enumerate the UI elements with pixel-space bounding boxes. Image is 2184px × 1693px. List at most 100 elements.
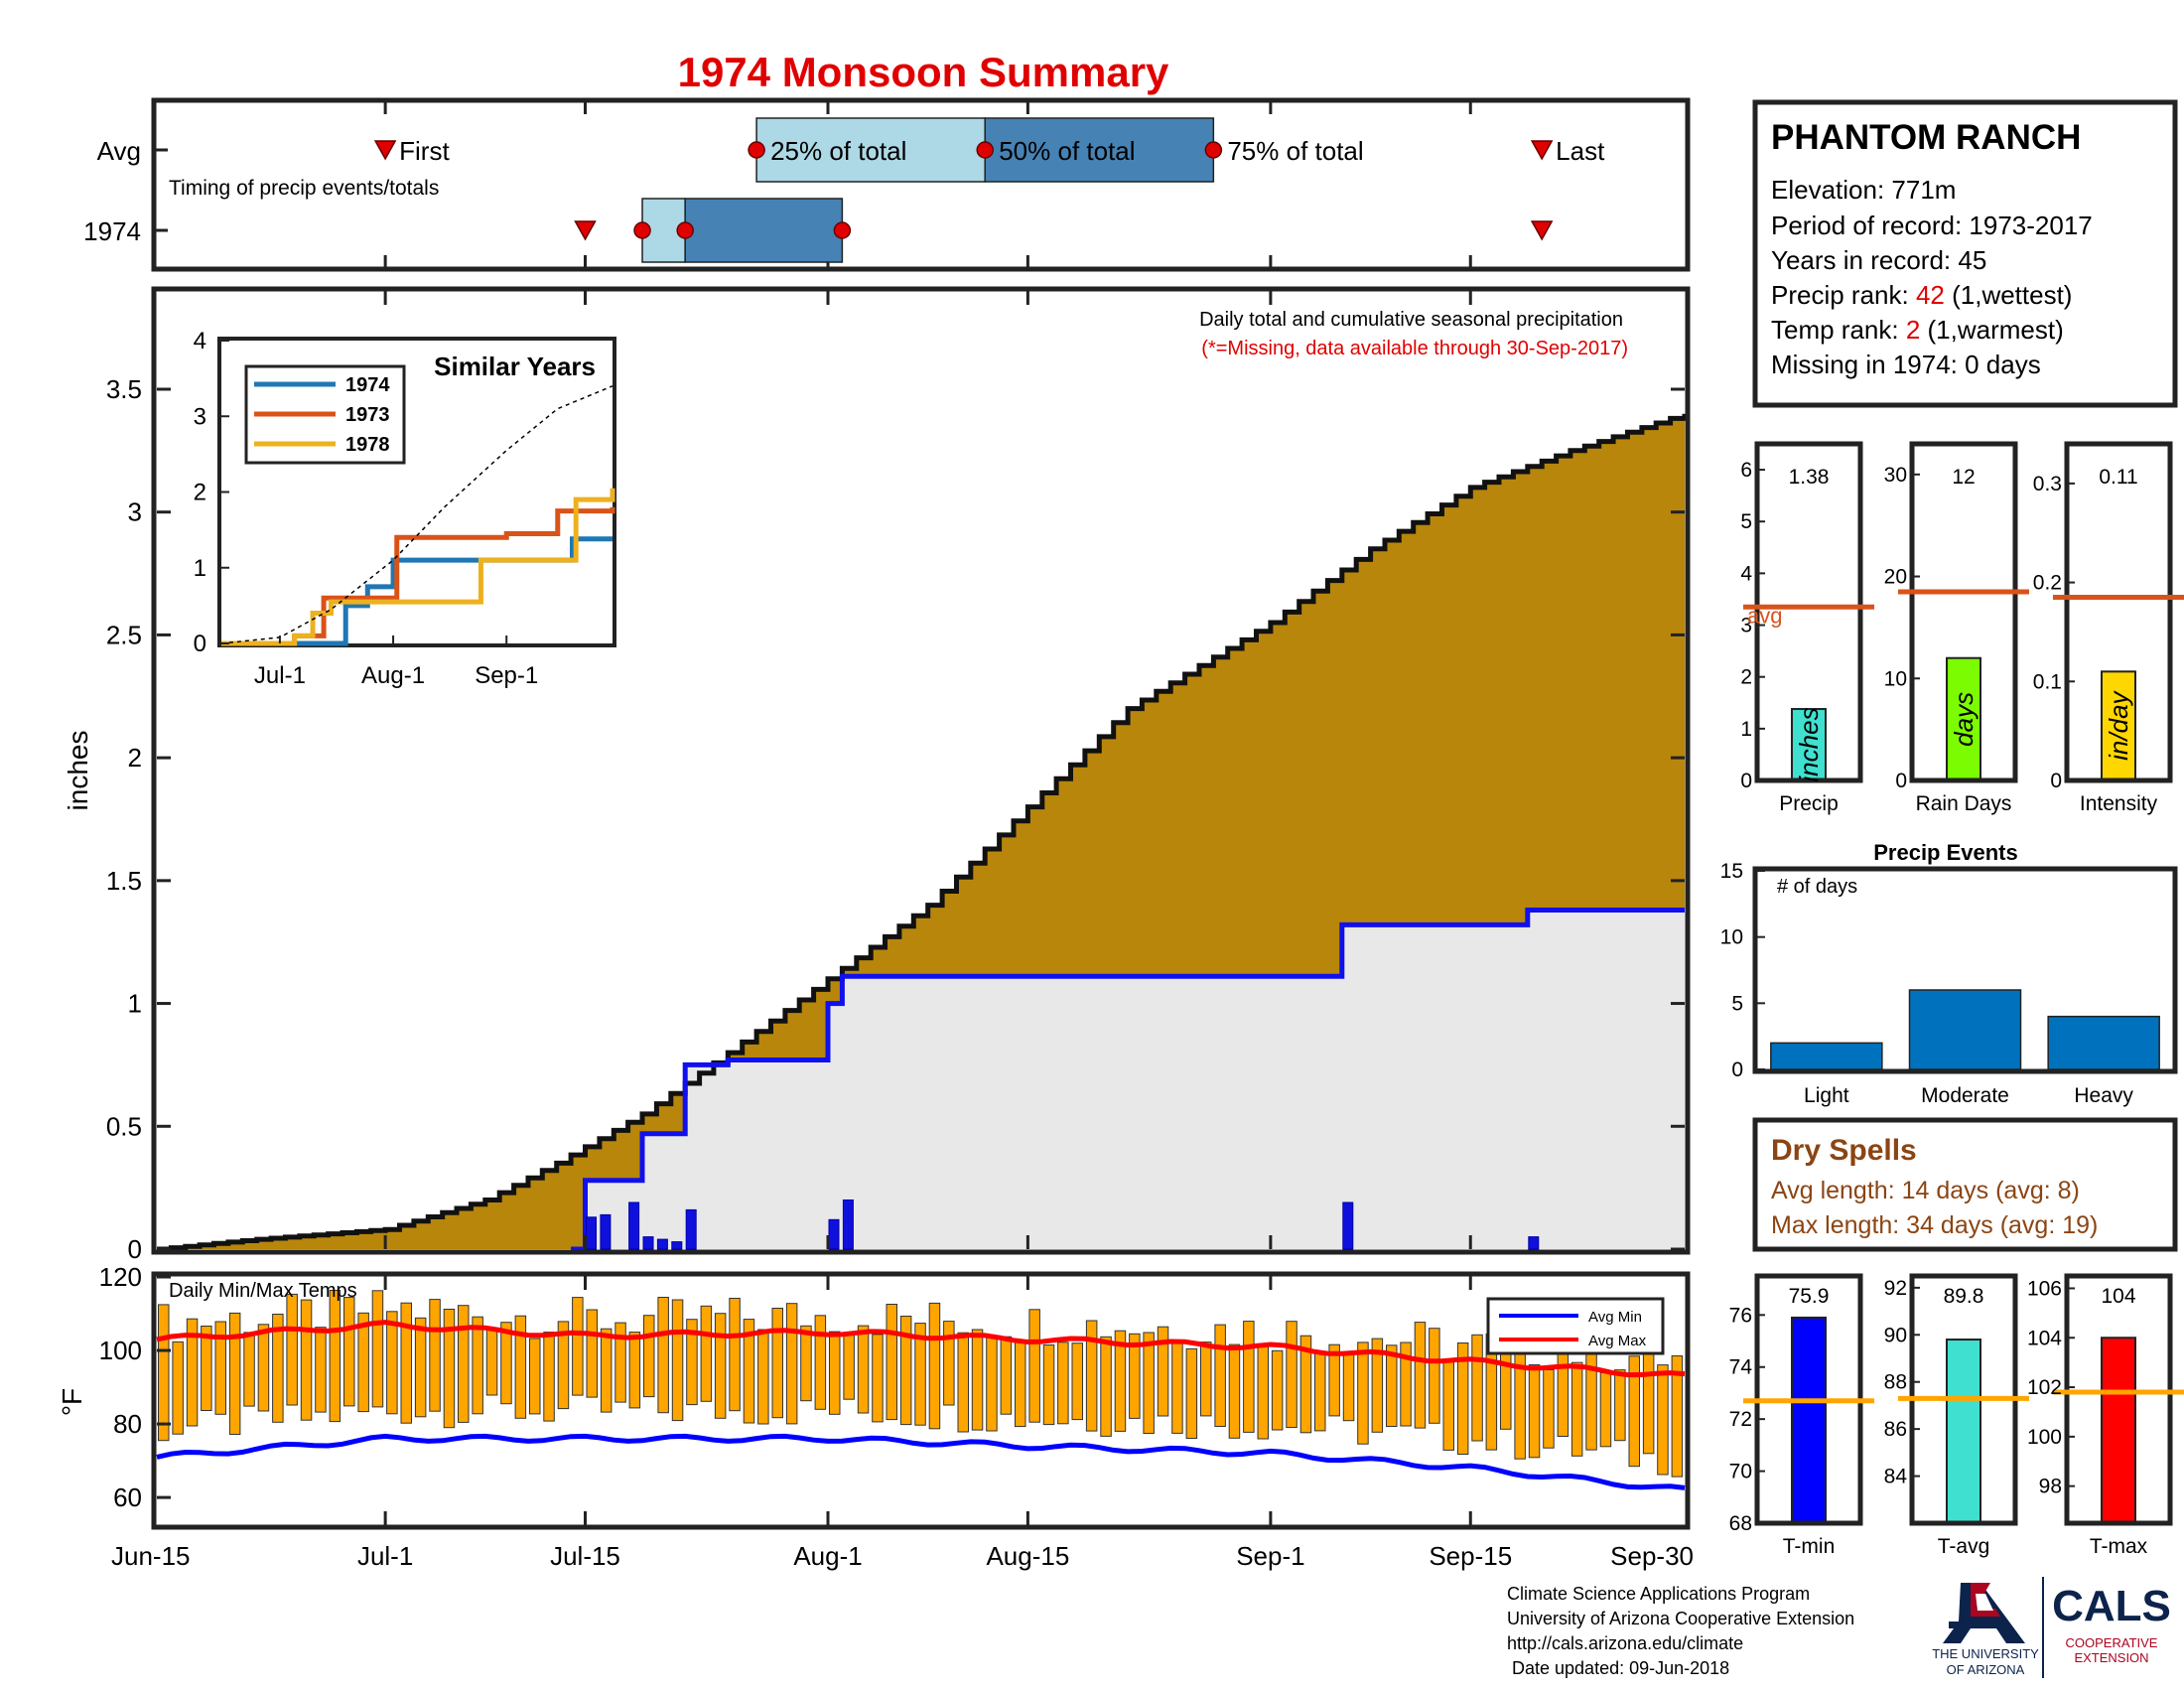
daily-temp-bar <box>1071 1342 1083 1421</box>
daily-temp-bar <box>1543 1369 1555 1449</box>
x-tick-label: Sep-1 <box>1236 1541 1304 1571</box>
daily-temp-bar <box>899 1316 912 1426</box>
summary-panel-t-min: 68 70 72 74 76 75.9 T-min <box>1729 1273 1874 1558</box>
first-label: First <box>399 136 450 166</box>
summary-y-tick-label: 1 <box>1740 718 1752 741</box>
daily-temp-bar <box>286 1293 298 1406</box>
daily-temp-bar <box>1456 1342 1469 1455</box>
p75-label: 75% of total <box>1227 136 1363 166</box>
inset-y-tick-label: 2 <box>194 480 206 506</box>
year-cumulative-line <box>571 908 1685 1252</box>
daily-temp-bar <box>272 1314 284 1423</box>
daily-temp-bar <box>1185 1347 1198 1440</box>
inset-x-tick-label: Aug-1 <box>361 662 425 689</box>
daily-precip-bar <box>842 1199 854 1250</box>
daily-temp-bar <box>785 1303 798 1425</box>
legend-avg-max: Avg Max <box>1588 1333 1647 1349</box>
inset-y-tick-label: 0 <box>194 631 206 657</box>
summary-value: 89.8 <box>1944 1285 1984 1308</box>
daily-temp-bar <box>1100 1336 1112 1437</box>
daily-temp-bar <box>529 1338 541 1415</box>
precip-event-bar <box>1908 989 2022 1070</box>
summary-y-tick-label: 0 <box>1895 770 1907 792</box>
daily-temp-bar <box>1257 1343 1269 1440</box>
daily-temp-bar <box>872 1334 884 1423</box>
summary-y-tick-label: 0.3 <box>2033 473 2062 495</box>
first-last-marker <box>1530 140 1554 161</box>
daily-temp-bar <box>700 1305 713 1402</box>
daily-precip-bar <box>1342 1201 1354 1250</box>
summary-y-tick-label: 30 <box>1884 464 1907 487</box>
summary-panel-rain-days: 0 10 20 30 12 Rain Days days <box>1884 441 2029 815</box>
station-name: PHANTOM RANCH <box>1771 118 2081 157</box>
daily-temp-bar <box>814 1315 827 1410</box>
station-elevation: Elevation: 771m <box>1771 175 1956 205</box>
daily-temp-bar <box>201 1326 212 1411</box>
daily-temp-bar <box>1614 1369 1626 1442</box>
daily-temp-bar <box>228 1312 241 1436</box>
precip-event-category: Moderate <box>1921 1084 2009 1107</box>
daily-temp-bar <box>186 1318 199 1427</box>
summary-panel-t-max: 98 100 102 104 106 104 T-max <box>2027 1273 2184 1558</box>
daily-temp-bar <box>643 1315 655 1398</box>
summary-y-tick-label: 104 <box>2027 1327 2062 1349</box>
percentile-marker <box>833 221 852 239</box>
daily-temp-bar <box>214 1321 226 1415</box>
footer-line-3: http://cals.arizona.edu/climate <box>1507 1633 1743 1653</box>
precip-events-y-tick-label: 5 <box>1731 992 1743 1015</box>
daily-temp-bar <box>1057 1341 1069 1425</box>
ua-block-a-icon <box>1943 1583 2025 1643</box>
daily-temp-bar <box>628 1332 641 1409</box>
summary-unit-label: in/day <box>2104 689 2133 760</box>
daily-temp-bar <box>1599 1371 1612 1448</box>
p50-p75-box <box>684 198 844 263</box>
inset-x-tick-label: Sep-1 <box>475 662 538 689</box>
daily-temp-bar <box>1471 1334 1483 1442</box>
inset-y-tick-label: 1 <box>194 555 206 582</box>
daily-temp-bar <box>1328 1343 1340 1417</box>
station-precip-rank: Precip rank: 42 (1,wettest) <box>1771 280 2072 310</box>
y-tick-label: 1.5 <box>106 866 142 896</box>
x-tick-label: Sep-30 <box>1610 1541 1694 1571</box>
daily-temp-bar <box>1371 1338 1384 1433</box>
percentile-marker <box>633 221 651 239</box>
daily-temp-bar <box>886 1304 897 1421</box>
summary-label: Rain Days <box>1916 792 2012 815</box>
summary-bar <box>1946 1339 1981 1524</box>
daily-temp-bar <box>1342 1352 1355 1422</box>
daily-temp-bar <box>957 1332 969 1433</box>
summary-value: 104 <box>2101 1285 2135 1308</box>
daily-temp-bar <box>914 1323 926 1426</box>
y-tick-label: 1 <box>128 989 142 1019</box>
daily-temp-bar <box>1628 1355 1640 1468</box>
summary-panel-intensity: 0 0.1 0.2 0.3 0.11 Intensity in/day <box>2033 441 2184 815</box>
summary-y-tick-label: 4 <box>1740 562 1752 585</box>
daily-temp-bar <box>414 1317 427 1418</box>
daily-temp-bar <box>172 1340 184 1435</box>
timing-caption: Timing of precip events/totals <box>169 177 439 200</box>
daily-temp-bar <box>971 1329 984 1431</box>
summary-y-tick-label: 0 <box>1740 770 1752 792</box>
daily-temp-bar <box>1157 1326 1169 1417</box>
daily-temp-bar <box>1143 1332 1155 1434</box>
x-tick-label: Jul-15 <box>550 1541 620 1571</box>
summary-y-tick-label: 3 <box>1740 615 1752 637</box>
ua-name-line-2: OF ARIZONA <box>1947 1662 2025 1677</box>
summary-avg-label: avg <box>1747 603 1782 628</box>
daily-temp-bar <box>1570 1361 1583 1457</box>
percentile-marker <box>676 221 694 239</box>
y-tick-label: 2.5 <box>106 620 142 649</box>
daily-temp-bar <box>943 1321 955 1406</box>
inset-y-tick-label: 3 <box>194 403 206 430</box>
temperature-summary-bars: 68 70 72 74 76 75.9 T-min 84 86 88 90 92 89.8 T-avg 98… <box>1729 1273 2184 1558</box>
summary-frame <box>1754 441 1863 783</box>
summary-label: T-max <box>2090 1535 2148 1558</box>
summary-label: T-min <box>1783 1535 1836 1558</box>
precip-event-bar <box>2047 1015 2160 1070</box>
temp-y-tick-label: 120 <box>99 1262 142 1292</box>
daily-temp-bar <box>1214 1324 1226 1427</box>
y-tick-label: 0 <box>128 1234 142 1264</box>
precip-event-category: Heavy <box>2074 1084 2133 1107</box>
daily-temp-bar <box>329 1290 341 1423</box>
